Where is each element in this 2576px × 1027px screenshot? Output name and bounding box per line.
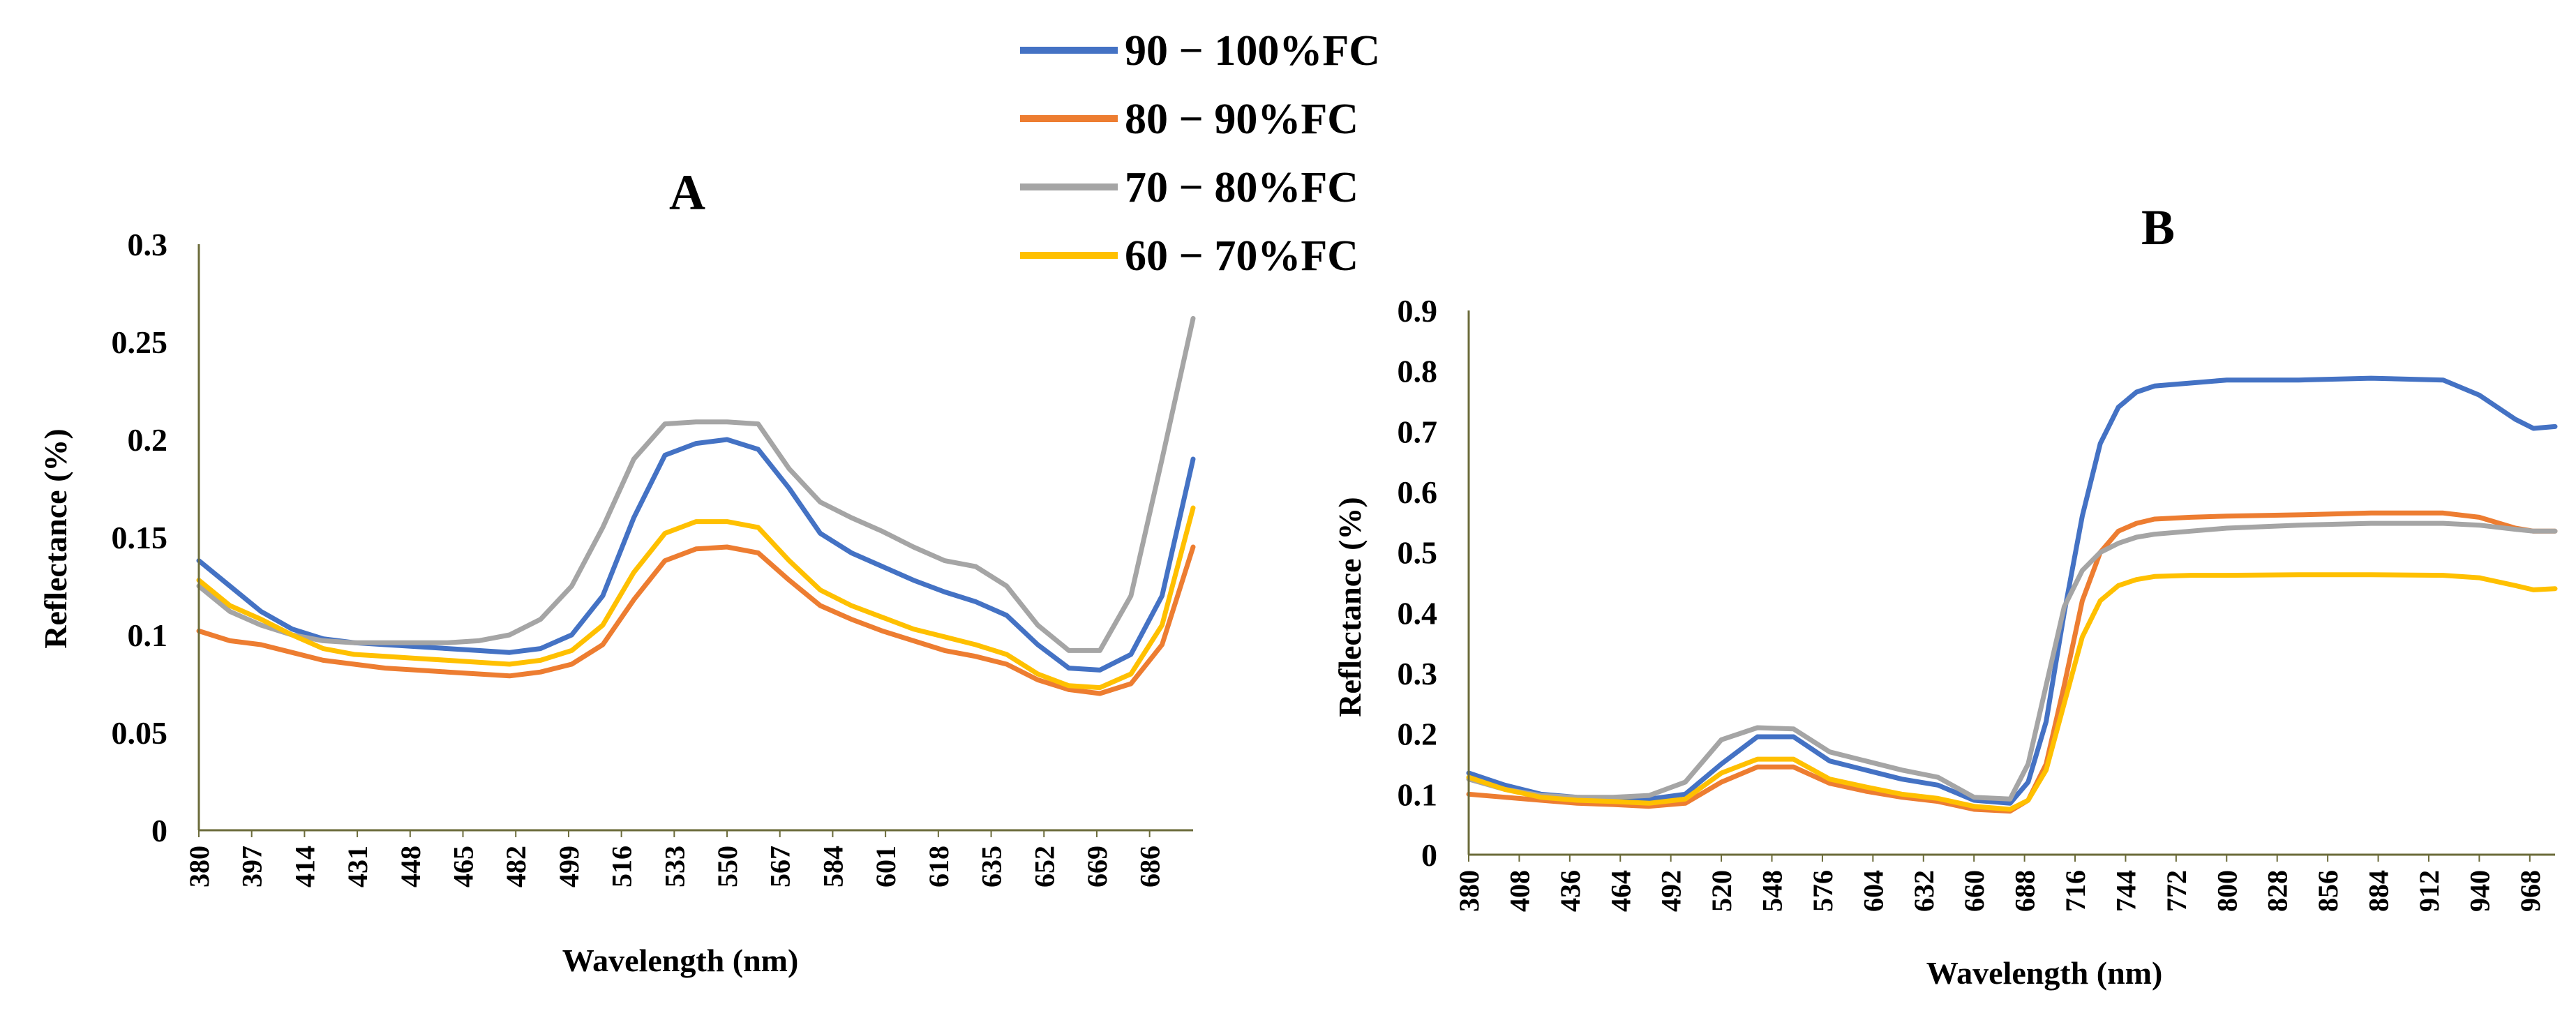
chart-b-x-tick-label: 604: [1857, 870, 1889, 912]
chart-b-y-tick-label: 0.6: [1398, 474, 1438, 510]
chart-b-y-ticks: 0 0.1 0.2 0.3 0.4 0.5 0.6 0.7 0.8 0.9: [1398, 293, 1438, 873]
chart-b-x-tick-label: 408: [1504, 870, 1535, 912]
chart-b-x-tick-label: 856: [2312, 870, 2344, 912]
chart-b-x-tick-label: 968: [2515, 870, 2546, 912]
chart-b-y-tick-label: 0.9: [1398, 293, 1438, 329]
chart-b-x-tick-label: 464: [1605, 870, 1636, 912]
chart-b-y-tick-label: 0.7: [1398, 414, 1438, 449]
chart-b-x-ticks: 380 408 436 464 492 520 548 576 604 632 660 688 716 7…: [1453, 855, 2546, 912]
chart-a-x-tick-label: 652: [1028, 846, 1060, 887]
chart-b: B 0 0.1 0.2 0.3 0.4 0.5 0.6 0.7 0.8 0.9 380 408 436…: [1332, 200, 2558, 991]
chart-b-x-tick-label: 632: [1908, 870, 1940, 912]
chart-a-series-line-3: [196, 505, 1196, 691]
chart-a-y-ticks: 0 0.05 0.1 0.15 0.2 0.25 0.3: [112, 227, 168, 848]
chart-b-x-axis-label: Wavelength (nm): [1926, 955, 2163, 991]
chart-b-x-tick-label: 744: [2110, 870, 2141, 912]
chart-b-x-tick-label: 548: [1757, 870, 1788, 912]
legend-label-3: 60 − 70%FC: [1125, 232, 1358, 280]
chart-b-series-line-3: [1466, 572, 2558, 812]
chart-a-x-tick-label: 482: [500, 846, 532, 887]
chart-a-title: A: [669, 165, 705, 220]
chart-a-y-tick-label: 0.15: [112, 520, 168, 555]
chart-a-x-tick-label: 431: [342, 846, 373, 887]
chart-a-y-tick-label: 0: [151, 813, 167, 848]
chart-a-x-tick-label: 686: [1135, 846, 1166, 887]
chart-b-x-tick-label: 716: [2060, 870, 2091, 912]
chart-a-x-axis-label: Wavelength (nm): [562, 943, 799, 978]
chart-b-x-tick-label: 940: [2464, 870, 2495, 912]
chart-b-lines: [1466, 375, 2558, 814]
chart-b-x-tick-label: 884: [2363, 870, 2395, 912]
chart-b-y-tick-label: 0.8: [1398, 354, 1438, 389]
legend-entry-3: 60 − 70%FC: [1020, 232, 1358, 280]
chart-b-y-tick-label: 0.2: [1398, 717, 1438, 752]
chart-b-series-line-0: [1466, 375, 2558, 806]
legend-entry-2: 70 − 80%FC: [1020, 164, 1358, 211]
legend-entry-1: 80 − 90%FC: [1020, 96, 1358, 143]
chart-a-y-tick-label: 0.25: [112, 324, 168, 360]
chart-a-y-tick-label: 0.2: [128, 422, 168, 458]
chart-b-series-line-2: [1466, 520, 2558, 802]
chart-a-series-line-0: [196, 437, 1196, 673]
chart-b-y-tick-label: 0.5: [1398, 535, 1438, 571]
chart-a-x-tick-label: 584: [817, 846, 848, 887]
legend-label-2: 70 − 80%FC: [1125, 164, 1358, 211]
chart-a-y-tick-label: 0.05: [112, 715, 168, 751]
chart-b-series-line-1: [1466, 510, 2558, 814]
chart-a-x-ticks: 380 397 414 431 448 465 482 499 516 533 550 567 584 6…: [184, 830, 1166, 887]
chart-b-y-tick-label: 0.3: [1398, 656, 1438, 691]
chart-b-x-tick-label: 436: [1555, 870, 1586, 912]
chart-b-y-tick-label: 0: [1421, 837, 1437, 873]
chart-b-y-tick-label: 0.4: [1398, 595, 1438, 631]
legend-label-1: 80 − 90%FC: [1125, 96, 1358, 143]
chart-a-x-tick-label: 550: [712, 846, 743, 887]
chart-b-x-tick-label: 520: [1706, 870, 1737, 912]
chart-a-x-tick-label: 499: [553, 846, 585, 887]
chart-b-y-axis-label: Reflectance (%): [1332, 497, 1368, 717]
chart-a-x-tick-label: 567: [765, 846, 796, 887]
chart-a-series-line-2: [196, 315, 1196, 653]
legend-label-0: 90 − 100%FC: [1125, 27, 1380, 75]
chart-a-y-tick-label: 0.3: [128, 227, 168, 262]
chart-b-x-tick-label: 492: [1656, 870, 1687, 912]
chart-a-x-tick-label: 448: [395, 846, 426, 887]
chart-a-x-tick-label: 397: [237, 846, 268, 887]
chart-a-x-tick-label: 618: [923, 846, 954, 887]
legend-entry-0: 90 − 100%FC: [1020, 27, 1380, 75]
chart-b-x-tick-label: 380: [1453, 870, 1485, 912]
chart-b-x-tick-label: 772: [2161, 870, 2192, 912]
chart-a-lines: [196, 315, 1196, 696]
chart-a-x-tick-label: 414: [289, 846, 320, 887]
chart-a-x-tick-label: 465: [448, 846, 479, 887]
chart-a-x-tick-label: 669: [1081, 846, 1113, 887]
chart-b-x-tick-label: 688: [2009, 870, 2041, 912]
chart-b-x-tick-label: 800: [2211, 870, 2242, 912]
chart-a-x-tick-label: 533: [659, 846, 690, 887]
chart-b-x-tick-label: 912: [2413, 870, 2445, 912]
chart-b-x-tick-label: 576: [1807, 870, 1839, 912]
legend: 90 − 100%FC 80 − 90%FC 70 − 80%FC 60 − 7…: [1020, 27, 1380, 280]
chart-a-y-axis-label: Reflectance (%): [38, 428, 73, 648]
chart-b-y-tick-label: 0.1: [1398, 777, 1438, 812]
chart-b-x-tick-label: 828: [2262, 870, 2293, 912]
chart-a-x-tick-label: 380: [184, 846, 215, 887]
chart-a-x-tick-label: 601: [870, 846, 901, 887]
chart-a-y-tick-label: 0.1: [128, 617, 168, 653]
chart-a-x-tick-label: 516: [606, 846, 638, 887]
chart-a-x-tick-label: 635: [976, 846, 1008, 887]
chart-a: A 0 0.05 0.1 0.15 0.2 0.25 0.3 380 397 414 431 448…: [38, 165, 1196, 978]
chart-b-title: B: [2141, 200, 2175, 255]
chart-b-x-tick-label: 660: [1959, 870, 1990, 912]
chart-a-series-line-1: [196, 544, 1196, 696]
